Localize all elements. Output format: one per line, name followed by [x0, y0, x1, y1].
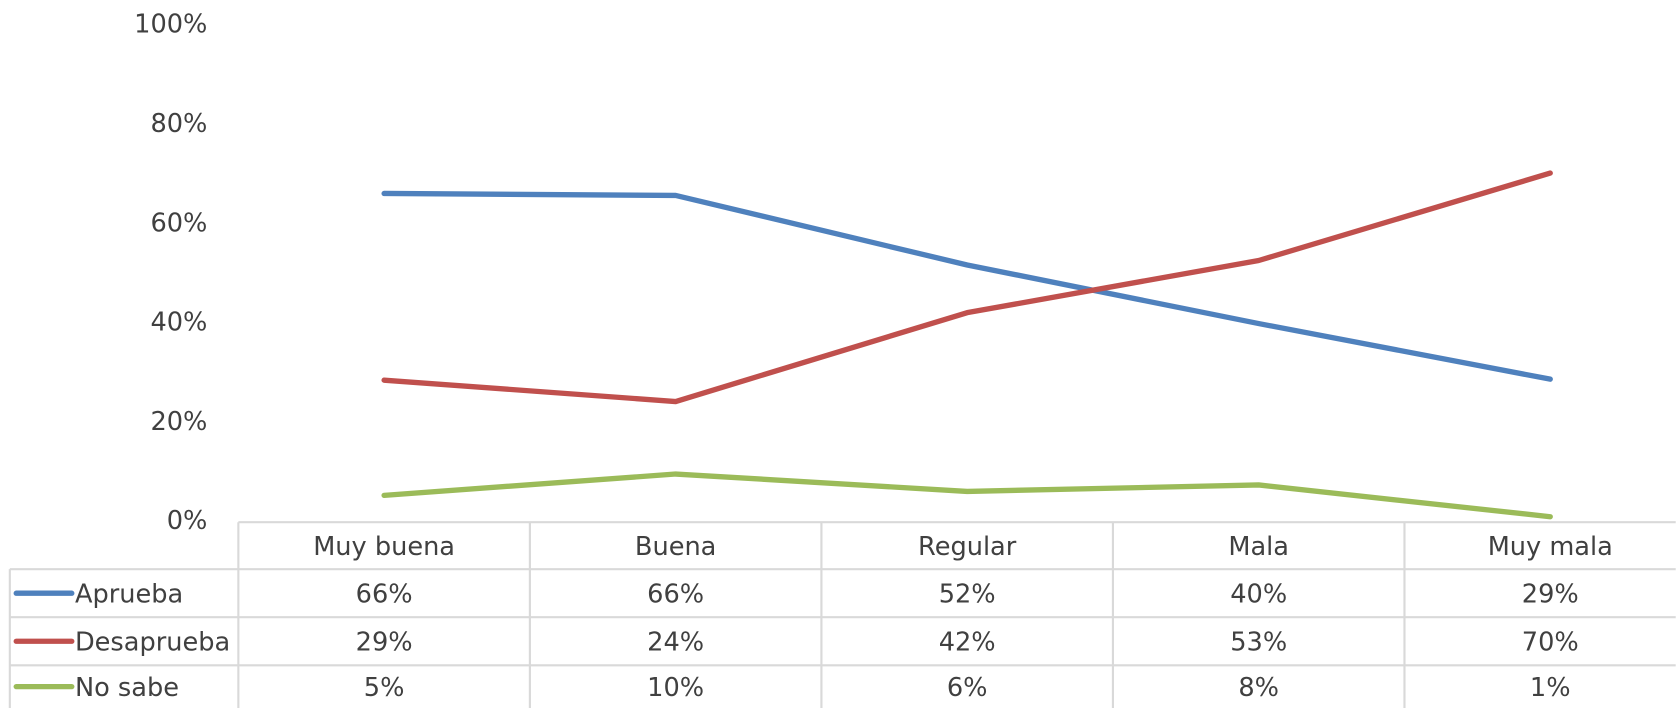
table-value: 42% — [939, 627, 996, 657]
y-tick-label: 80% — [150, 109, 207, 139]
legend-label: No sabe — [75, 673, 179, 703]
series-line — [381, 471, 1553, 520]
x-tick-label: Muy buena — [313, 532, 455, 562]
table-value: 5% — [364, 673, 405, 703]
table-value: 8% — [1238, 673, 1279, 703]
table-value: 70% — [1522, 627, 1579, 657]
table-value: 29% — [356, 627, 413, 657]
y-tick-label: 20% — [150, 407, 207, 437]
table-value: 53% — [1230, 627, 1287, 657]
series-line — [381, 170, 1553, 405]
table-value: 1% — [1530, 673, 1571, 703]
y-tick-label: 0% — [167, 506, 208, 536]
table-value: 40% — [1230, 579, 1287, 609]
legend-label: Desaprueba — [75, 627, 230, 657]
table-value: 66% — [647, 579, 704, 609]
series-line — [381, 190, 1553, 382]
y-tick-label: 100% — [134, 10, 207, 40]
x-tick-label: Buena — [635, 532, 716, 562]
y-tick-label: 40% — [150, 308, 207, 338]
x-tick-label: Regular — [918, 532, 1017, 562]
legend-label: Aprueba — [75, 579, 183, 609]
table-value: 29% — [1522, 579, 1579, 609]
table-value: 6% — [947, 673, 988, 703]
x-tick-label: Mala — [1228, 532, 1289, 562]
table-value: 66% — [356, 579, 413, 609]
table-value: 10% — [647, 673, 704, 703]
table-value: 52% — [939, 579, 996, 609]
x-tick-label: Muy mala — [1488, 532, 1613, 562]
y-tick-label: 60% — [150, 208, 207, 238]
table-value: 24% — [647, 627, 704, 657]
